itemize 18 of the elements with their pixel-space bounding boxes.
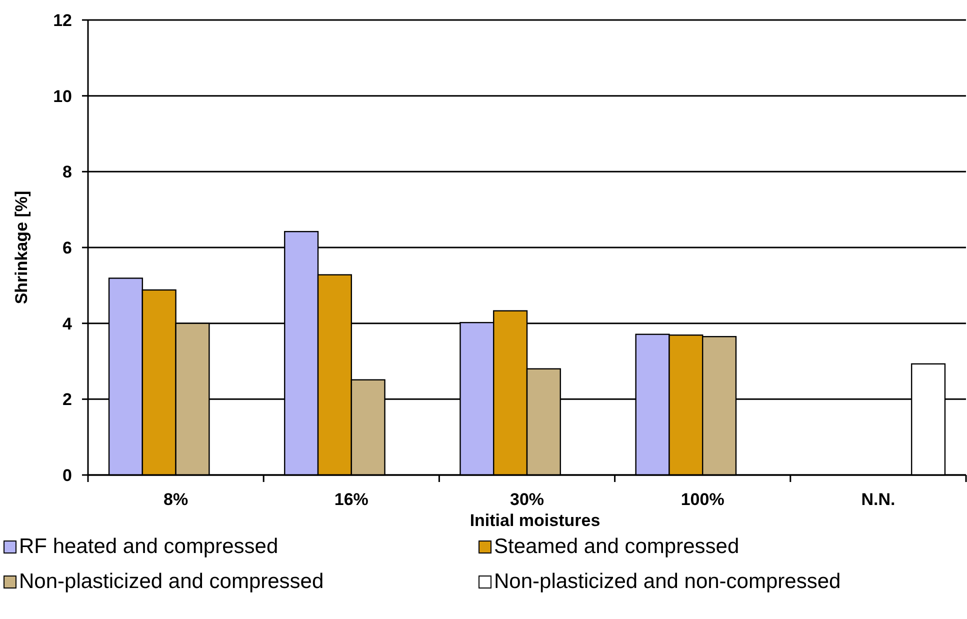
y-tick-label: 8 (62, 162, 72, 182)
x-tick-label: N.N. (861, 490, 896, 509)
x-tick-label: 16% (334, 490, 368, 509)
y-axis-title: Shrinkage [%] (12, 190, 31, 304)
y-tick-label: 0 (62, 466, 72, 485)
x-axis-title: Initial moistures (470, 511, 600, 530)
legend-label: Non-plasticized and non-compressed (494, 570, 841, 593)
x-tick-label: 100% (680, 490, 724, 509)
y-tick-label: 6 (62, 238, 72, 258)
y-tick-label: 12 (53, 10, 72, 30)
x-tick-label: 8% (164, 490, 188, 509)
x-tick-label: 30% (510, 490, 544, 509)
legend-label: Steamed and compressed (494, 535, 740, 558)
y-tick-label: 10 (53, 86, 72, 106)
legend-label: Non-plasticized and compressed (19, 570, 324, 593)
legend-label: RF heated and compressed (19, 535, 278, 558)
y-tick-label: 2 (62, 390, 72, 410)
y-tick-label: 4 (62, 314, 73, 334)
